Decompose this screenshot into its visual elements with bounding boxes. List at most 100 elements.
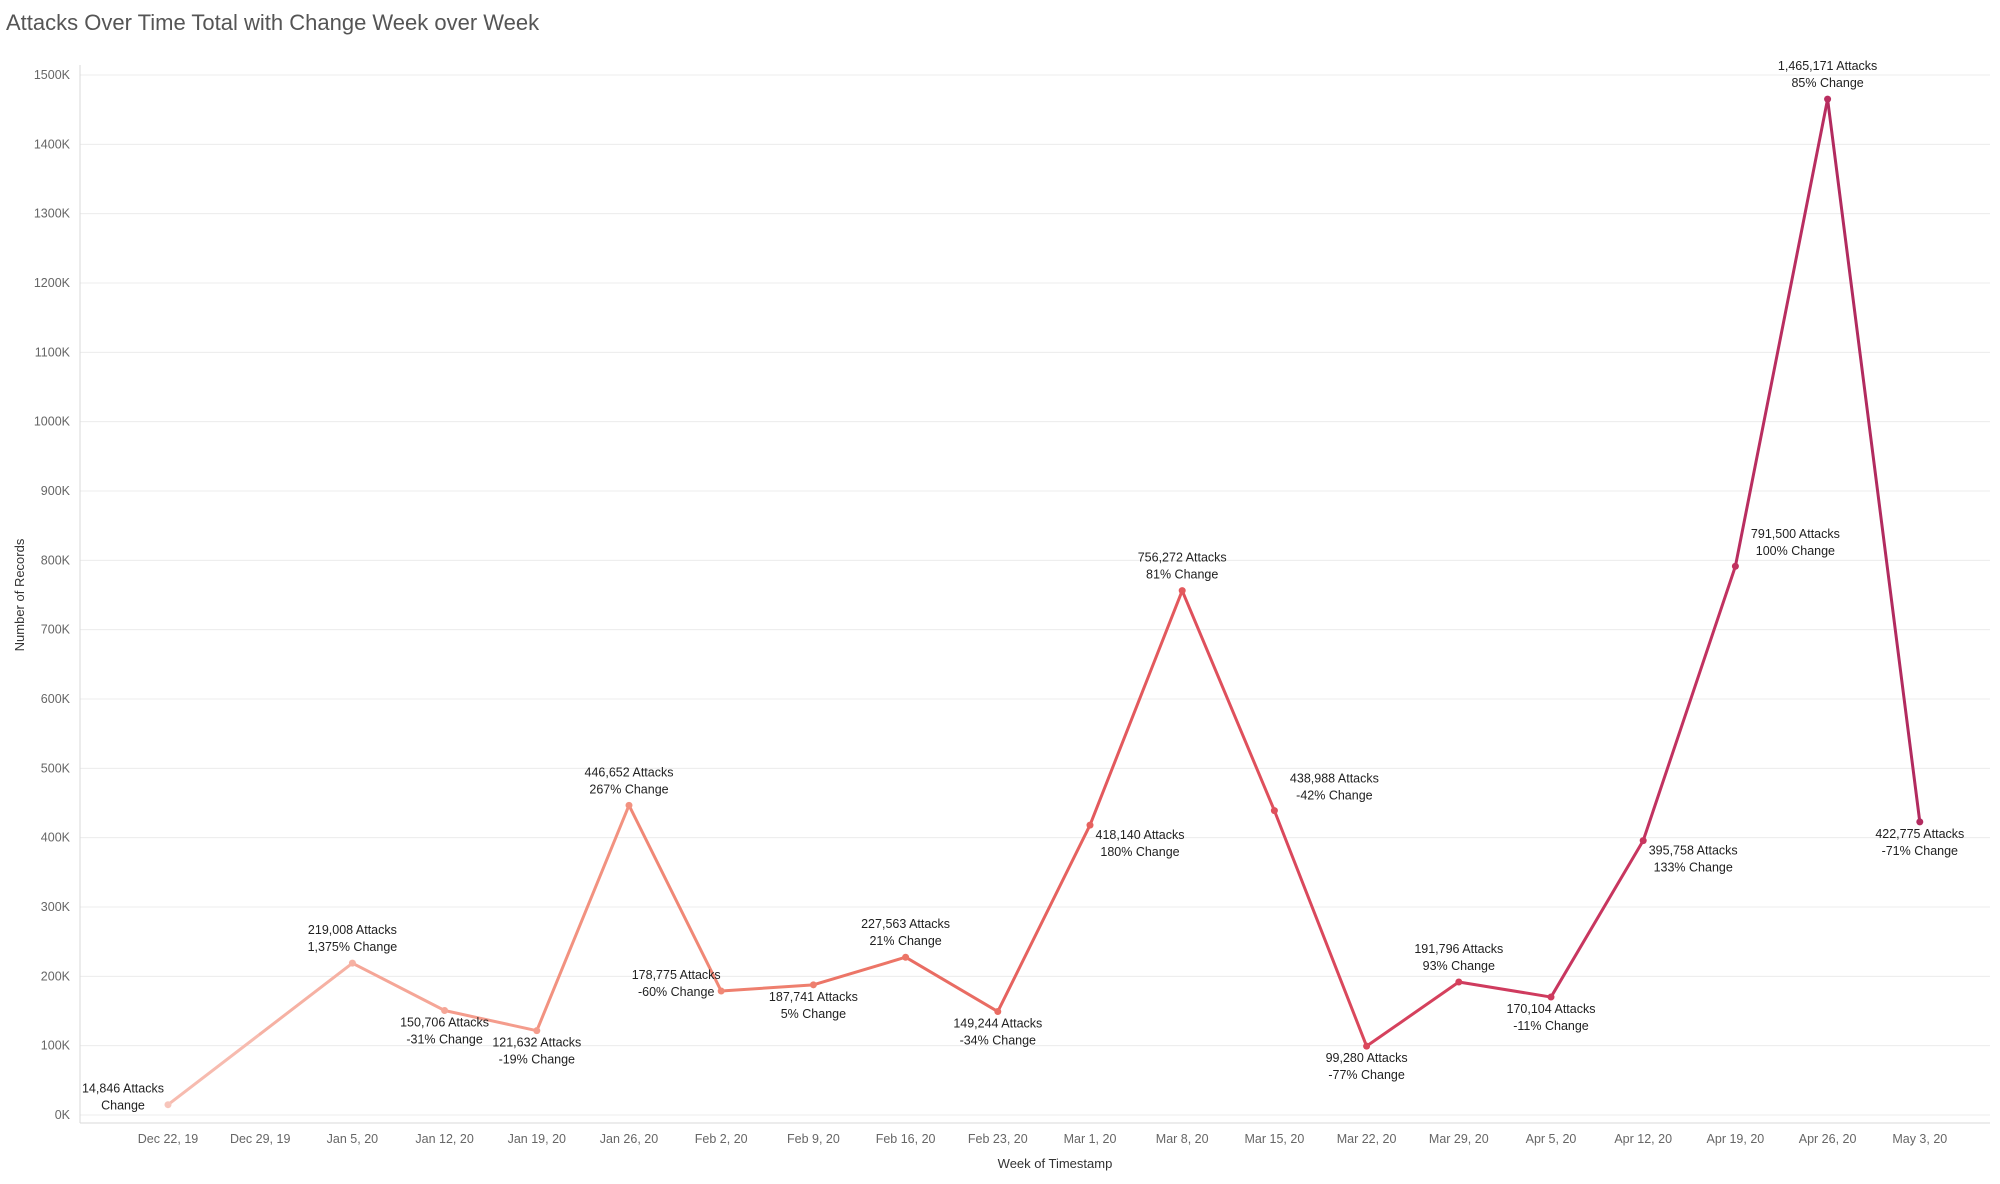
data-label: 446,652 Attacks: [585, 765, 674, 779]
data-label: 100% Change: [1756, 544, 1835, 558]
data-label: 422,775 Attacks: [1875, 827, 1964, 841]
data-label: 267% Change: [589, 782, 668, 796]
y-tick-label: 800K: [41, 553, 71, 567]
y-tick-label: 1100K: [35, 345, 71, 359]
y-tick-label: 400K: [41, 831, 71, 845]
data-point[interactable]: [717, 987, 725, 995]
data-label: 1,375% Change: [308, 940, 398, 954]
data-point[interactable]: [994, 1008, 1002, 1016]
data-label: 756,272 Attacks: [1138, 551, 1227, 565]
x-axis-title: Week of Timestamp: [998, 1156, 1113, 1171]
data-label: 85% Change: [1791, 76, 1863, 90]
series-line: [166, 97, 1922, 1107]
data-point[interactable]: [164, 1101, 172, 1109]
x-axis: Dec 22, 19 Dec 29, 19 Jan 5, 20 Jan 12, 20 J…: [80, 1122, 1990, 1146]
y-axis: 0K 100K 200K 300K 400K 500K 600K 700K 800K 900K 10…: [34, 65, 81, 1123]
data-label: 180% Change: [1100, 845, 1179, 859]
data-point[interactable]: [1455, 978, 1463, 986]
data-point[interactable]: [625, 801, 633, 809]
data-point[interactable]: [1086, 821, 1094, 829]
data-label: -60% Change: [638, 985, 714, 999]
line-segment: [1733, 97, 1830, 568]
data-point[interactable]: [1639, 837, 1647, 845]
data-point[interactable]: [1916, 818, 1924, 826]
chart-title: Attacks Over Time Total with Change Week…: [6, 10, 540, 35]
data-point[interactable]: [348, 959, 356, 967]
data-label: 219,008 Attacks: [308, 923, 397, 937]
x-tick-label: Apr 5, 20: [1526, 1132, 1577, 1146]
data-point[interactable]: [533, 1027, 541, 1035]
data-point[interactable]: [1363, 1042, 1371, 1050]
y-tick-label: 100K: [41, 1039, 71, 1053]
data-label: 149,244 Attacks: [953, 1017, 1042, 1031]
line-segment: [904, 955, 1000, 1014]
data-point[interactable]: [902, 953, 910, 961]
line-segment: [166, 1032, 262, 1107]
data-point[interactable]: [1731, 562, 1739, 570]
x-tick-label: Jan 5, 20: [327, 1132, 378, 1146]
line-segment: [1180, 589, 1276, 813]
data-label: -42% Change: [1296, 789, 1372, 803]
line-segment: [811, 955, 908, 987]
y-tick-label: 600K: [41, 692, 71, 706]
data-label: 5% Change: [781, 1007, 846, 1021]
line-segment: [719, 983, 815, 993]
y-tick-label: 500K: [41, 761, 71, 775]
line-segment: [1641, 564, 1737, 843]
data-label: 395,758 Attacks: [1649, 844, 1738, 858]
data-label: 14,846 Attacks: [82, 1082, 164, 1096]
x-tick-label: Mar 15, 20: [1245, 1132, 1305, 1146]
x-tick-label: Mar 1, 20: [1064, 1132, 1117, 1146]
line-segment: [1272, 809, 1369, 1048]
y-tick-label: 300K: [41, 900, 71, 914]
data-label: 81% Change: [1146, 568, 1218, 582]
x-tick-label: Feb 23, 20: [968, 1132, 1028, 1146]
data-label: 418,140 Attacks: [1096, 828, 1185, 842]
data-label: -11% Change: [1513, 1019, 1589, 1033]
line-segment: [535, 803, 631, 1033]
y-tick-label: 0K: [55, 1108, 71, 1122]
line-segment: [258, 961, 354, 1036]
x-tick-label: Jan 19, 20: [508, 1132, 566, 1146]
data-label: 1,465,171 Attacks: [1778, 59, 1877, 73]
data-point[interactable]: [1178, 587, 1186, 595]
y-tick-label: 200K: [41, 969, 71, 983]
data-point[interactable]: [441, 1007, 449, 1015]
x-tick-label: Feb 9, 20: [787, 1132, 840, 1146]
data-labels: 14,846 Attacks Change 219,008 Attacks 1,375…: [82, 59, 1964, 1113]
line-segment: [1549, 839, 1645, 999]
data-label: -31% Change: [406, 1033, 482, 1047]
y-tick-label: 1300K: [34, 207, 71, 221]
x-tick-label: Apr 12, 20: [1614, 1132, 1672, 1146]
data-label: 227,563 Attacks: [861, 917, 950, 931]
data-label: -71% Change: [1882, 844, 1958, 858]
data-label: 133% Change: [1654, 861, 1733, 875]
data-point[interactable]: [1270, 807, 1278, 815]
x-tick-label: Dec 22, 19: [138, 1132, 199, 1146]
y-tick-label: 700K: [41, 623, 71, 637]
line-segment: [1365, 980, 1461, 1048]
line-segment: [1457, 980, 1553, 999]
data-points: [164, 95, 1924, 1109]
data-label: 170,104 Attacks: [1507, 1002, 1596, 1016]
data-label: 187,741 Attacks: [769, 990, 858, 1004]
data-label: 21% Change: [869, 934, 941, 948]
data-label: 99,280 Attacks: [1326, 1051, 1408, 1065]
line-segment: [996, 823, 1092, 1014]
x-tick-label: Apr 26, 20: [1799, 1132, 1857, 1146]
line-segment: [1826, 97, 1922, 824]
y-tick-label: 900K: [41, 484, 71, 498]
data-point[interactable]: [1547, 993, 1555, 1001]
x-tick-label: Mar 8, 20: [1156, 1132, 1209, 1146]
data-point[interactable]: [1824, 95, 1832, 103]
x-tick-label: Apr 19, 20: [1707, 1132, 1765, 1146]
x-tick-label: Jan 26, 20: [600, 1132, 658, 1146]
y-tick-label: 1500K: [34, 68, 71, 82]
data-point[interactable]: [809, 981, 817, 989]
line-segment: [350, 961, 447, 1013]
data-label: 438,988 Attacks: [1290, 772, 1379, 786]
line-segment: [627, 803, 723, 993]
line-segment: [443, 1009, 539, 1033]
data-label: 93% Change: [1423, 959, 1495, 973]
x-tick-label: Dec 29, 19: [230, 1132, 291, 1146]
